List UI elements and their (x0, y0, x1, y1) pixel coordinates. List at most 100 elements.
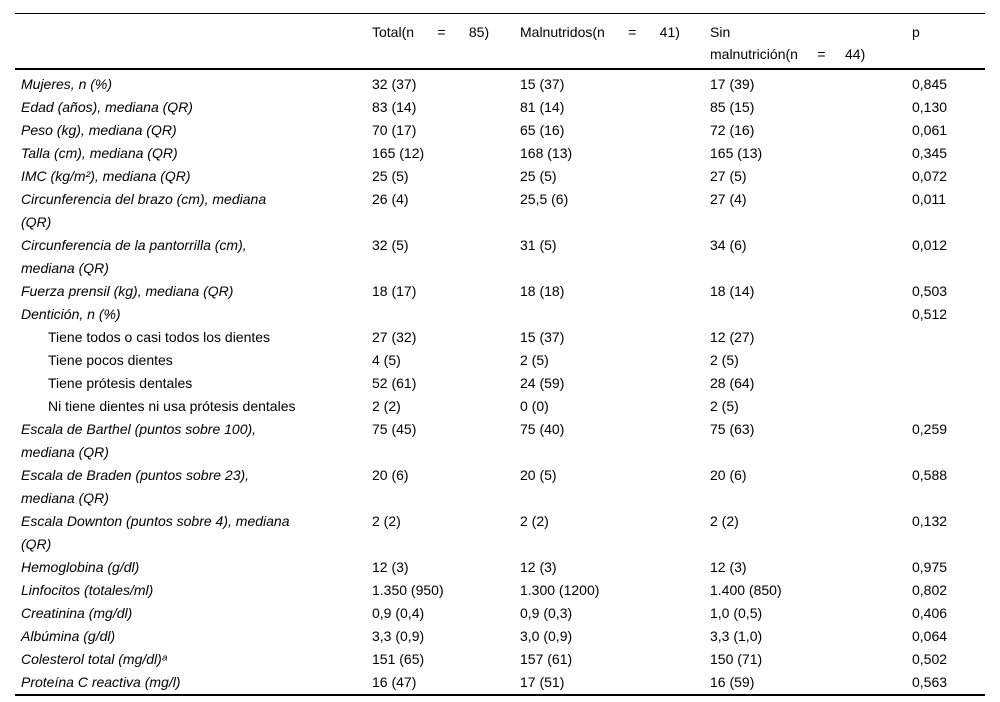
row-label: Colesterol total (mg/dl)ᵃ (21, 651, 167, 667)
cell-sin-malnutricion: 28 (64) (710, 375, 755, 391)
cell-malnutridos: 20 (5) (520, 467, 557, 483)
cell-total: 2 (2) (372, 513, 401, 529)
cell-malnutridos: 81 (14) (520, 99, 565, 115)
row-label: IMC (kg/m²), mediana (QR) (21, 168, 191, 184)
cell-sin-malnutricion: 1.400 (850) (710, 582, 782, 598)
cell-total: 2 (2) (372, 398, 401, 414)
row-label: Edad (años), mediana (QR) (21, 99, 193, 115)
cell-p: 0,132 (912, 513, 948, 529)
row-label: Circunferencia del brazo (cm), mediana (… (21, 191, 267, 230)
row-label: Ni tiene dientes ni usa prótesis dentale… (48, 398, 296, 414)
table-row: Circunferencia del brazo (cm), mediana (… (15, 188, 985, 234)
cell-p: 0,406 (912, 605, 948, 621)
table-row: Proteína C reactiva (mg/l) 16 (47) 17 (5… (15, 671, 985, 695)
table-row: Linfocitos (totales/ml) 1.350 (950) 1.30… (15, 579, 985, 602)
col-header-malnutridos: Malnutridos(n = 41) (520, 24, 680, 40)
cell-total: 18 (17) (372, 283, 417, 299)
cell-total: 0,9 (0,4) (372, 605, 425, 621)
cell-sin-malnutricion (710, 303, 912, 326)
table-row: Peso (kg), mediana (QR) 70 (17) 65 (16) … (15, 119, 985, 142)
table-row: Escala de Braden (puntos sobre 23), medi… (15, 464, 985, 510)
header-row: Total(n = 85) Malnutridos(n = 41) Sin ma… (15, 13, 985, 69)
cell-total: 26 (4) (372, 191, 409, 207)
row-label: Tiene pocos dientes (48, 352, 173, 368)
cell-malnutridos: 25,5 (6) (520, 191, 569, 207)
cell-sin-malnutricion: 27 (4) (710, 191, 747, 207)
table-row: Dentición, n (%) 0,512 (15, 303, 985, 326)
cell-p: 0,130 (912, 99, 948, 115)
table-row: Talla (cm), mediana (QR) 165 (12) 168 (1… (15, 142, 985, 165)
cell-p: 0,259 (912, 421, 948, 437)
cell-malnutridos: 17 (51) (520, 674, 565, 690)
cell-p: 0,011 (912, 191, 946, 207)
table-row: Tiene pocos dientes 4 (5) 2 (5) 2 (5) (15, 349, 985, 372)
cell-total: 75 (45) (372, 421, 417, 437)
cell-p: 0,563 (912, 674, 948, 690)
row-label: Mujeres, n (%) (21, 76, 113, 92)
cell-total: 151 (65) (372, 651, 425, 667)
cell-sin-malnutricion: 150 (71) (710, 651, 763, 667)
cell-sin-malnutricion: 85 (15) (710, 99, 755, 115)
cell-malnutridos: 31 (5) (520, 237, 557, 253)
cell-p: 0,588 (912, 467, 948, 483)
cell-sin-malnutricion: 27 (5) (710, 168, 747, 184)
cell-p: 0,502 (912, 651, 948, 667)
cell-malnutridos: 65 (16) (520, 122, 565, 138)
cell-malnutridos: 18 (18) (520, 283, 565, 299)
row-label: Escala de Barthel (puntos sobre 100), me… (21, 421, 257, 460)
cell-total: 12 (3) (372, 559, 409, 575)
cell-total: 32 (37) (372, 76, 417, 92)
row-label: Dentición, n (%) (21, 306, 121, 322)
row-label: Circunferencia de la pantorrilla (cm), m… (21, 237, 247, 276)
cell-p: 0,345 (912, 145, 948, 161)
cell-total: 52 (61) (372, 375, 417, 391)
cell-malnutridos: 1.300 (1200) (520, 582, 600, 598)
cell-malnutridos: 15 (37) (520, 76, 565, 92)
cell-p: 0,061 (912, 122, 948, 138)
table-row: Creatinina (mg/dl) 0,9 (0,4) 0,9 (0,3) 1… (15, 602, 985, 625)
table-row: Circunferencia de la pantorrilla (cm), m… (15, 234, 985, 280)
cell-total: 32 (5) (372, 237, 409, 253)
cell-malnutridos (520, 303, 710, 326)
cell-total (372, 303, 520, 326)
cell-sin-malnutricion: 12 (3) (710, 559, 747, 575)
cell-total: 165 (12) (372, 145, 425, 161)
cell-malnutridos: 0 (0) (520, 398, 549, 414)
cell-sin-malnutricion: 1,0 (0,5) (710, 605, 763, 621)
row-label: Tiene todos o casi todos los dientes (48, 329, 271, 345)
cell-p: 0,845 (912, 76, 948, 92)
cell-total: 70 (17) (372, 122, 417, 138)
row-label: Tiene prótesis dentales (48, 375, 193, 391)
cell-p (912, 372, 985, 395)
cell-malnutridos: 15 (37) (520, 329, 565, 345)
cell-malnutridos: 3,0 (0,9) (520, 628, 573, 644)
cell-p: 0,064 (912, 628, 948, 644)
cell-sin-malnutricion: 34 (6) (710, 237, 747, 253)
cell-malnutridos: 75 (40) (520, 421, 565, 437)
row-label: Albúmina (g/dl) (21, 628, 116, 644)
col-header-p: p (912, 24, 920, 40)
cell-p: 0,503 (912, 283, 948, 299)
cell-sin-malnutricion: 75 (63) (710, 421, 755, 437)
cell-sin-malnutricion: 12 (27) (710, 329, 755, 345)
row-label: Linfocitos (totales/ml) (21, 582, 154, 598)
cell-sin-malnutricion: 2 (2) (710, 513, 739, 529)
cell-sin-malnutricion: 165 (13) (710, 145, 763, 161)
cell-total: 16 (47) (372, 674, 417, 690)
row-label: Hemoglobina (g/dl) (21, 559, 140, 575)
table-body: Mujeres, n (%) 32 (37) 15 (37) 17 (39) 0… (15, 69, 985, 695)
table-row: Hemoglobina (g/dl) 12 (3) 12 (3) 12 (3) … (15, 556, 985, 579)
cell-malnutridos: 25 (5) (520, 168, 557, 184)
cell-total: 27 (32) (372, 329, 417, 345)
row-label: Creatinina (mg/dl) (21, 605, 133, 621)
nutrition-status-table: Total(n = 85) Malnutridos(n = 41) Sin ma… (15, 13, 985, 696)
cell-total: 3,3 (0,9) (372, 628, 425, 644)
table-row: Edad (años), mediana (QR) 83 (14) 81 (14… (15, 96, 985, 119)
table-row: Tiene todos o casi todos los dientes 27 … (15, 326, 985, 349)
cell-sin-malnutricion: 18 (14) (710, 283, 755, 299)
cell-p (912, 349, 985, 372)
cell-total: 83 (14) (372, 99, 417, 115)
cell-malnutridos: 168 (13) (520, 145, 573, 161)
table-row: IMC (kg/m²), mediana (QR) 25 (5) 25 (5) … (15, 165, 985, 188)
row-label: Peso (kg), mediana (QR) (21, 122, 177, 138)
